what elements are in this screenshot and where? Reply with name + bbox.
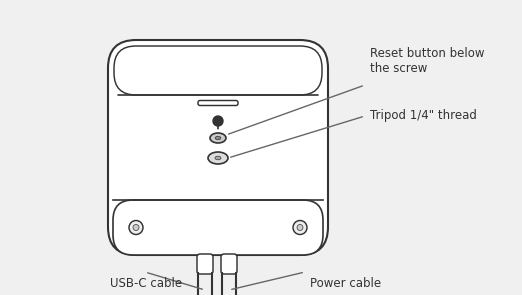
FancyBboxPatch shape — [197, 254, 213, 274]
Circle shape — [293, 220, 307, 235]
Ellipse shape — [215, 136, 221, 140]
Ellipse shape — [215, 156, 221, 160]
Ellipse shape — [208, 152, 228, 164]
Circle shape — [297, 224, 303, 230]
FancyBboxPatch shape — [113, 200, 323, 255]
FancyBboxPatch shape — [221, 254, 237, 274]
FancyBboxPatch shape — [198, 101, 238, 106]
Text: Tripod 1/4" thread: Tripod 1/4" thread — [370, 109, 477, 122]
Circle shape — [133, 224, 139, 230]
Text: USB-C cable: USB-C cable — [110, 277, 182, 290]
Circle shape — [129, 220, 143, 235]
Ellipse shape — [210, 133, 226, 143]
Text: Reset button below
the screw: Reset button below the screw — [370, 47, 484, 75]
Circle shape — [213, 116, 223, 126]
Text: Power cable: Power cable — [310, 277, 381, 290]
FancyBboxPatch shape — [108, 40, 328, 255]
